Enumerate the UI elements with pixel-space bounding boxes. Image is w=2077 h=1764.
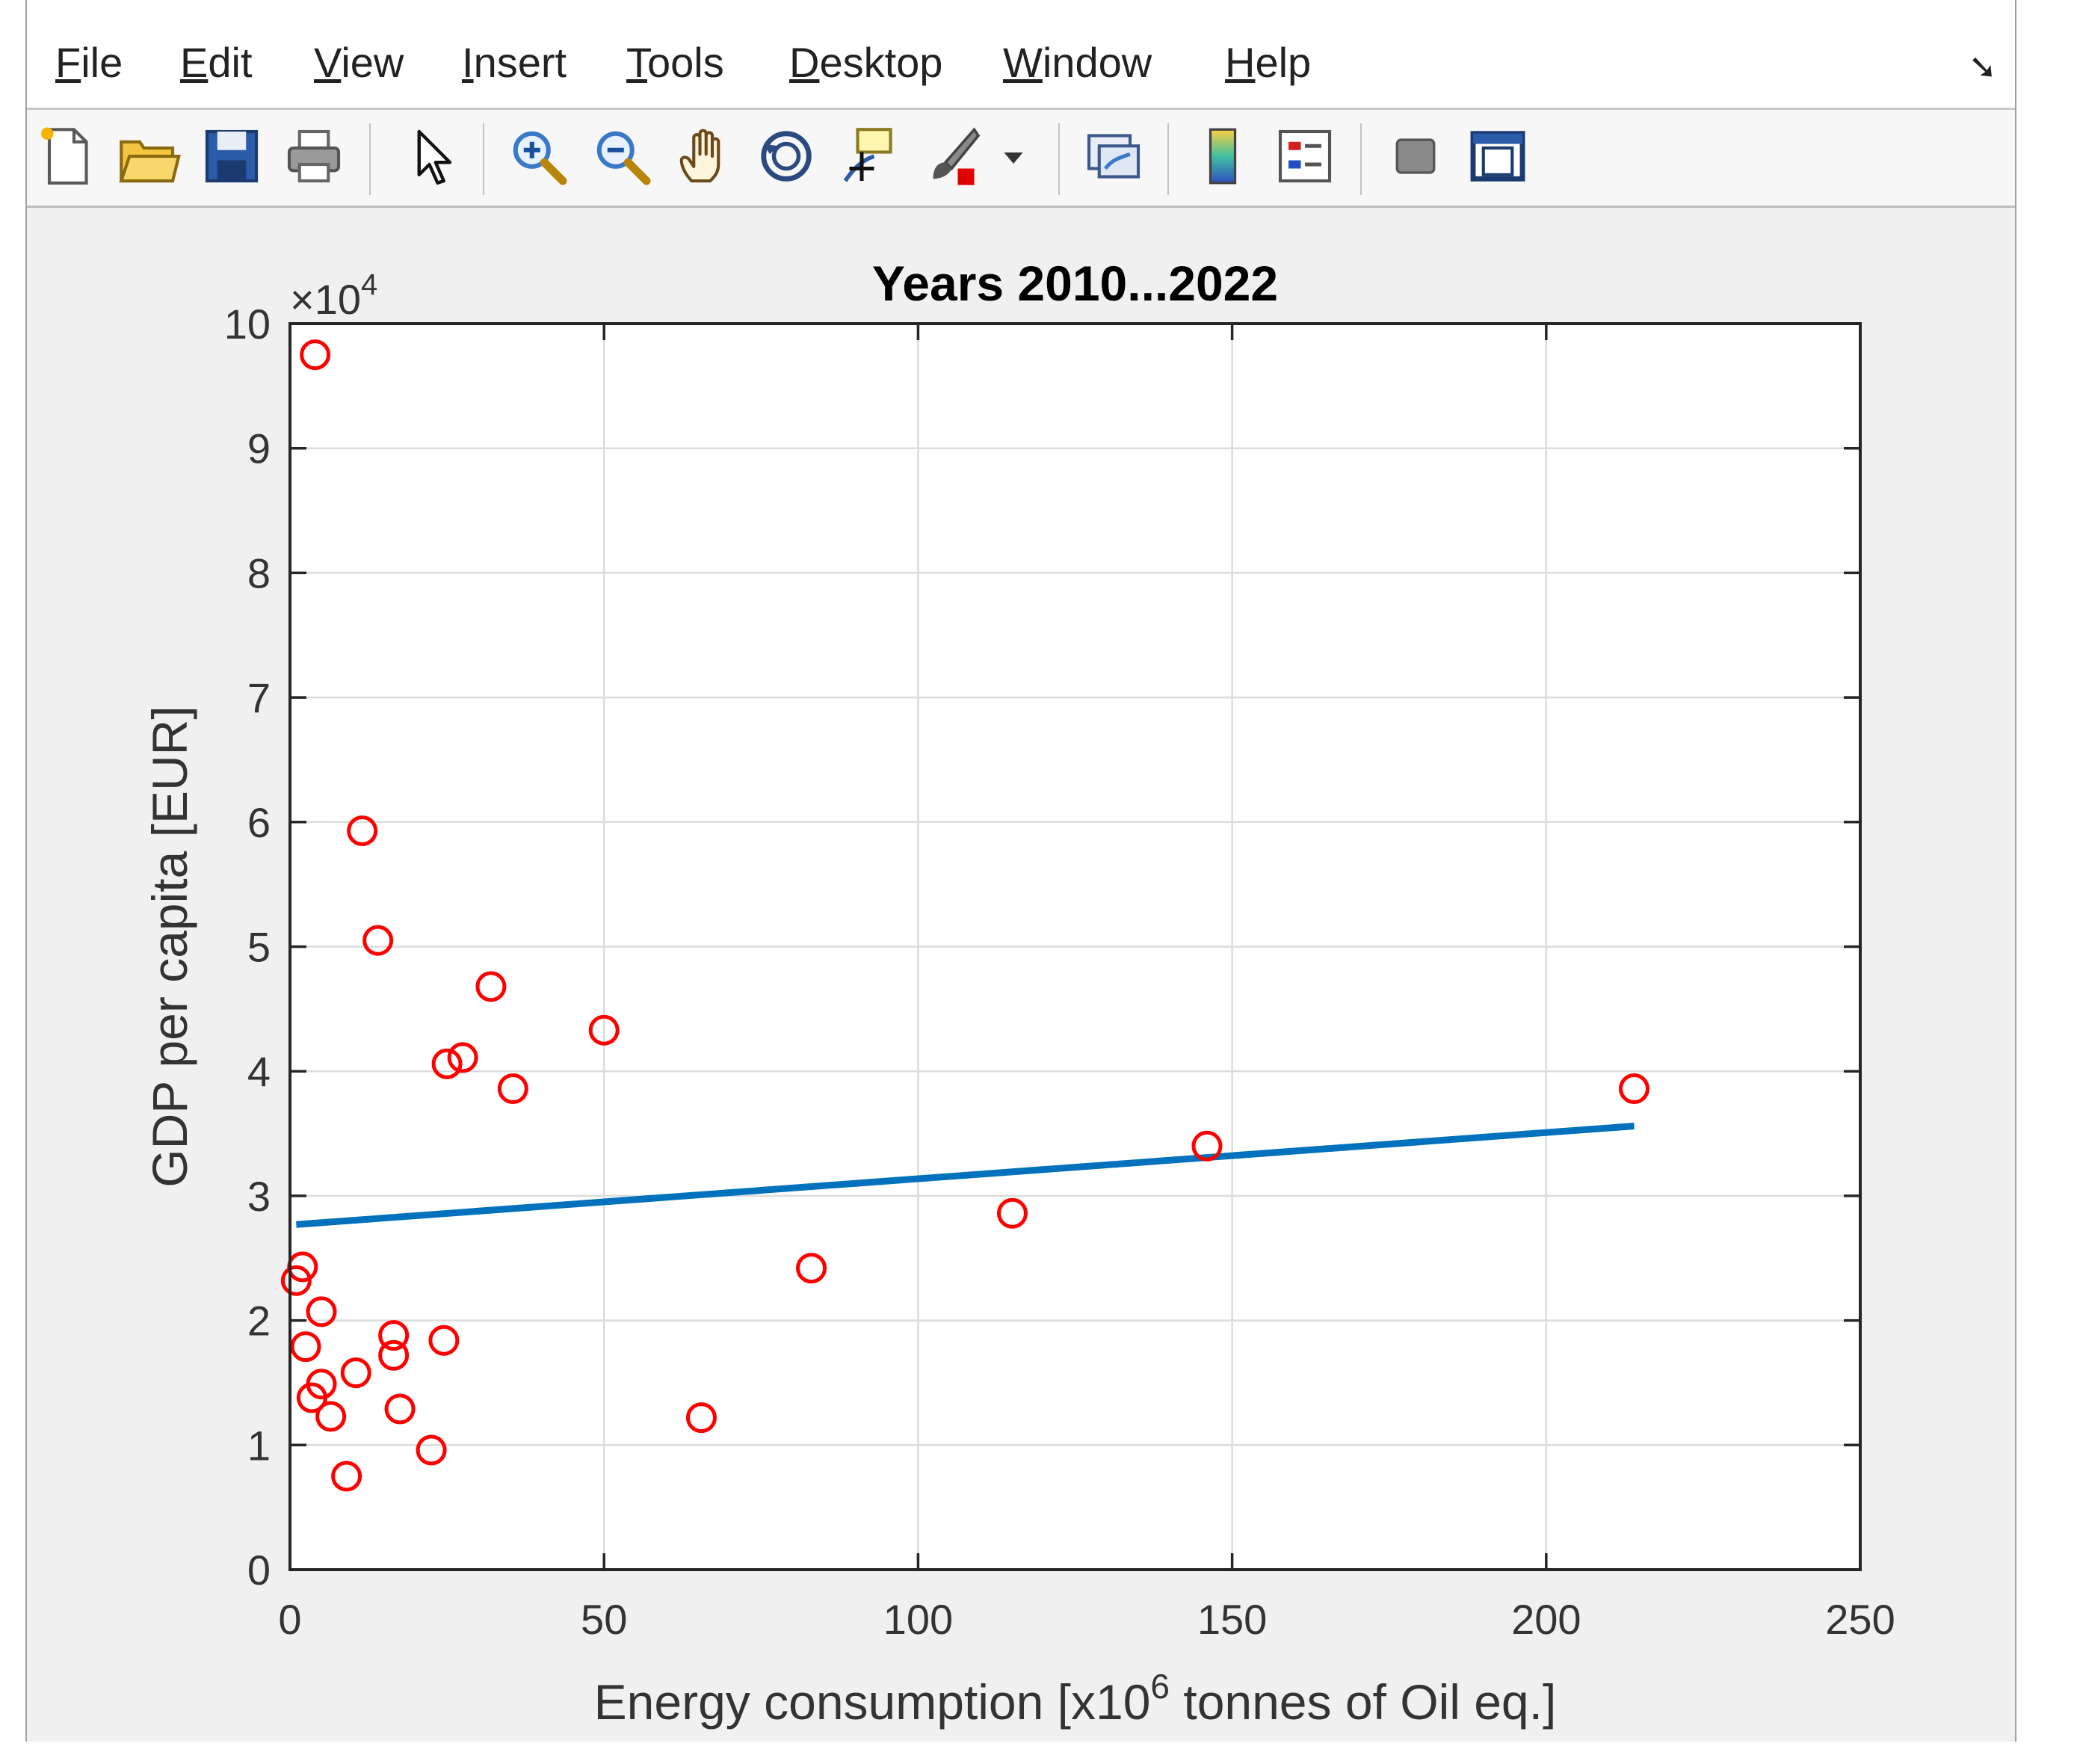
y-tick-label: 10: [224, 300, 271, 348]
y-tick-label: 8: [247, 549, 271, 596]
data-point: [428, 1324, 460, 1356]
y-tick-label: 9: [247, 425, 271, 472]
new-figure-icon[interactable]: [33, 123, 99, 189]
zoom-out-icon[interactable]: [589, 123, 655, 189]
menu-tools[interactable]: Tools: [626, 39, 724, 86]
y-exponent-power: 4: [361, 268, 377, 301]
x-tick-label: 100: [883, 1596, 953, 1643]
link-plot-icon[interactable]: [1081, 123, 1146, 189]
menu-file[interactable]: File: [55, 39, 123, 86]
data-point: [290, 1331, 321, 1363]
dock-arrow-icon[interactable]: ➘: [1968, 47, 1997, 86]
toolbar-separator: [483, 123, 484, 195]
data-point: [378, 1320, 410, 1351]
y-tick-label: 0: [247, 1546, 271, 1594]
data-point: [1618, 1073, 1649, 1105]
data-point: [296, 1382, 327, 1413]
data-point: [431, 1048, 463, 1079]
menu-view[interactable]: View: [314, 39, 404, 86]
data-cursor-icon[interactable]: [837, 123, 903, 189]
y-tick-label: 2: [247, 1298, 271, 1345]
tick-labels: 0 50 100 150 200 250 0 1 2 3 4 5 6 7 8 9 10: [224, 300, 1895, 1643]
data-point: [300, 339, 331, 371]
rotate-3d-icon[interactable]: [753, 123, 819, 189]
zoom-in-icon[interactable]: [505, 123, 571, 189]
data-point: [331, 1461, 362, 1492]
menu-bar: File Edit View Insert Tools Desktop Window Help: [27, 0, 2015, 110]
toolbar-separator: [369, 123, 371, 195]
menu-desktop[interactable]: Desktop: [789, 39, 943, 86]
colorbar-icon[interactable]: [1190, 123, 1256, 189]
data-point: [362, 925, 394, 956]
toolbar-separator: [1058, 123, 1060, 195]
data-point: [1191, 1130, 1223, 1162]
y-axis-label: GDP per capita [EUR]: [142, 706, 197, 1187]
data-point: [315, 1401, 347, 1432]
x-tick-label: 0: [278, 1596, 301, 1643]
data-point: [416, 1434, 447, 1466]
data-point: [588, 1014, 620, 1046]
x-label-text-end: tonnes of Oil eq.]: [1170, 1674, 1556, 1730]
y-exponent-base: ×10: [290, 276, 361, 323]
data-point: [384, 1393, 416, 1425]
save-icon[interactable]: [199, 123, 265, 189]
x-tick-label: 200: [1511, 1596, 1581, 1643]
data-point: [497, 1073, 528, 1105]
pointer-icon[interactable]: [401, 123, 466, 189]
y-tick-label: 3: [247, 1173, 271, 1220]
scatter-points: [280, 339, 1649, 1492]
brush-icon[interactable]: [921, 123, 987, 189]
toolbar-separator: [1167, 123, 1169, 195]
pan-hand-icon[interactable]: [671, 123, 737, 189]
data-point: [447, 1042, 478, 1073]
y-tick-label: 6: [247, 799, 271, 846]
menu-window[interactable]: Window: [1003, 39, 1152, 86]
y-tick-label: 5: [247, 924, 271, 971]
data-point: [347, 815, 378, 846]
hide-plot-tools-icon[interactable]: [1383, 123, 1448, 189]
data-point: [280, 1265, 312, 1296]
data-point: [340, 1357, 371, 1389]
show-plot-tools-icon[interactable]: [1465, 123, 1531, 189]
data-point: [796, 1253, 827, 1284]
y-tick-label: 7: [247, 674, 271, 721]
fit-line-group: [296, 1123, 1635, 1228]
x-label-superscript: 6: [1150, 1667, 1170, 1706]
y-axis-exponent: ×104: [290, 268, 377, 323]
data-point: [475, 971, 507, 1002]
chart-title: Years 2010...2022: [872, 256, 1278, 311]
fit-line: [296, 1123, 1635, 1228]
data-point: [378, 1339, 410, 1371]
legend-icon[interactable]: [1272, 123, 1338, 189]
toolbar-separator: [1360, 123, 1362, 195]
menu-edit[interactable]: Edit: [180, 39, 253, 86]
x-tick-label: 50: [581, 1596, 627, 1643]
x-tick-label: 250: [1825, 1596, 1895, 1643]
data-point: [996, 1197, 1028, 1229]
menu-insert[interactable]: Insert: [462, 39, 567, 86]
menu-help[interactable]: Help: [1225, 39, 1312, 86]
data-point: [306, 1296, 337, 1327]
x-tick-label: 150: [1197, 1596, 1267, 1643]
x-axis-label: Energy consumption [x106 tonnes of Oil e…: [594, 1667, 1557, 1730]
data-point: [685, 1402, 717, 1434]
open-file-icon[interactable]: [115, 123, 181, 189]
y-tick-label: 4: [247, 1048, 271, 1095]
figure-toolbar: [27, 110, 2015, 208]
brush-dropdown-icon[interactable]: [999, 123, 1028, 189]
print-icon[interactable]: [281, 123, 347, 189]
y-tick-label: 1: [247, 1422, 271, 1469]
axis-ticks: [288, 322, 1862, 1571]
x-label-text: Energy consumption [x10: [594, 1674, 1151, 1730]
